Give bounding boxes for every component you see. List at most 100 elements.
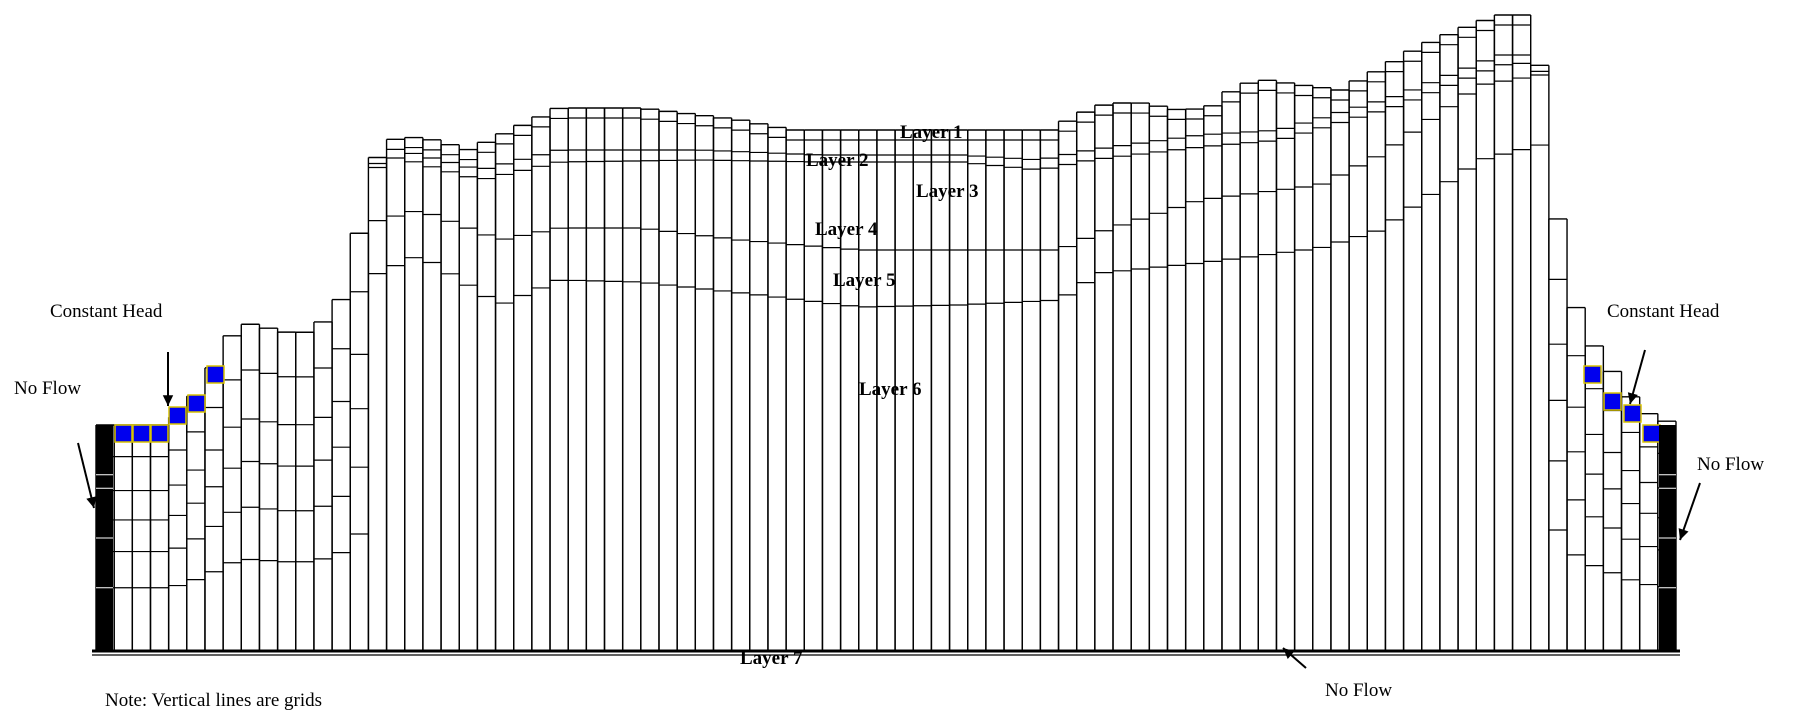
grid-column [1112,102,1132,651]
grid-column [1584,345,1605,651]
arrow-no-flow-bottom [1282,647,1307,669]
grid-column [331,298,351,651]
grid-column [839,129,860,651]
grid-column [1475,19,1496,651]
constant-head-cell [187,394,206,413]
grid-column [440,144,460,651]
constant-head-cell [1623,404,1642,423]
constant-head-cell [114,424,133,443]
arrow-constant-head-right [1627,349,1646,405]
grid-column [367,156,388,651]
grid-column [1511,14,1532,651]
grid-column [749,123,769,651]
grid-column [240,323,261,651]
label-layer-6: Layer 6 [859,379,921,400]
grid-column [1330,89,1350,651]
grid-column [1021,129,1042,651]
grid-cells [92,14,1680,656]
grid-column [167,416,188,651]
constant-head-cell [132,424,151,443]
grid-column [985,129,1005,651]
grid-column [349,232,370,651]
grid-column [1203,105,1223,651]
grid-column [1275,82,1296,651]
grid-column [494,133,515,651]
constant-head-cell [1583,365,1602,384]
grid-column [603,107,624,651]
grid-column [930,129,951,651]
grid-column [712,117,733,651]
grid-column [222,335,242,651]
label-no-flow-left: No Flow [14,378,81,399]
constant-head-cell [1642,424,1661,443]
grid-column [513,124,533,651]
grid-column [1566,306,1586,651]
constant-head-cells [114,365,1661,443]
grid-column [1421,41,1441,651]
arrow-no-flow-right [1678,482,1701,541]
grid-column [1530,64,1550,651]
grid-column [131,424,152,651]
grid-column [385,138,406,651]
no-flow-bars [96,425,1676,651]
grid-column [404,136,424,651]
grid-column [640,108,660,651]
grid-column [948,129,969,651]
grid-column [967,129,987,651]
constant-head-cell [168,406,187,425]
grid-column [1366,71,1387,651]
constant-head-cell [206,365,225,384]
grid-column [313,321,333,651]
label-constant-head-right: Constant Head [1607,301,1720,322]
grid-column [1039,129,1060,651]
grid-column [1148,105,1169,651]
arrow-no-flow-left [77,442,97,509]
grid-column [1402,50,1423,651]
label-no-flow-right: No Flow [1697,454,1764,475]
grid-column [1221,91,1241,651]
grid-column [1257,79,1278,651]
constant-head-cell [1603,392,1622,411]
grid-column [803,129,824,651]
grid-column [1293,84,1314,651]
grid-column [204,367,224,651]
grid-column [1493,14,1514,651]
label-layer-4: Layer 4 [815,219,878,240]
grid-column [1057,120,1078,651]
grid-column [1384,60,1405,651]
grid-column [585,107,606,651]
grid-column [1075,111,1096,651]
grid-column [785,129,805,651]
note-text: Note: Vertical lines are grids [105,690,322,711]
grid-column [694,115,715,651]
label-constant-head-left: Constant Head [50,301,163,322]
grid-column [621,107,642,651]
grid-column [1312,87,1332,651]
grid-column [1457,26,1477,651]
grid-column [1602,370,1623,651]
grid-column [113,424,134,651]
grid-column [1620,396,1641,651]
grid-column [767,126,787,651]
grid-column [1239,82,1259,651]
grid-column [567,107,588,651]
grid-column [1348,80,1368,651]
constant-head-cell [150,424,169,443]
grid-column [821,129,842,651]
grid-column [258,327,279,651]
grid-column [658,110,678,651]
grid-column [422,139,442,651]
grid-column [1094,104,1114,651]
arrow-constant-head-left [162,352,174,406]
grid-column [295,331,315,651]
label-layer-1: Layer 1 [900,122,962,143]
grid-column [531,116,551,651]
grid-column [1130,102,1151,651]
label-layer-5: Layer 5 [833,270,895,291]
grid-column [149,424,170,651]
label-layer-7: Layer 7 [740,648,803,669]
grid-column [549,107,569,651]
grid-column [458,148,479,651]
label-layer-3: Layer 3 [916,181,978,202]
